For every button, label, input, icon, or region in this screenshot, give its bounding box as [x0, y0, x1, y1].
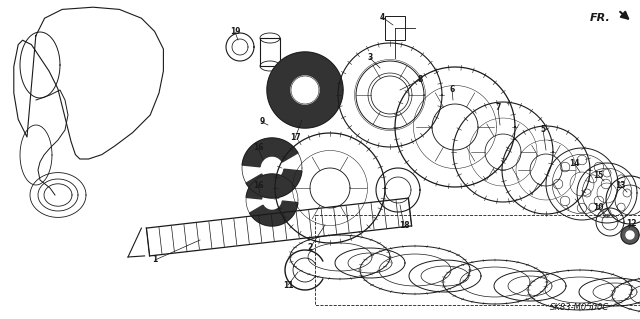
Text: 19: 19	[230, 27, 240, 36]
Polygon shape	[291, 76, 319, 104]
Bar	[260, 38, 280, 66]
Text: 3: 3	[367, 54, 372, 63]
Text: 11: 11	[283, 280, 293, 290]
Polygon shape	[250, 201, 298, 226]
Polygon shape	[267, 52, 343, 128]
Text: 10: 10	[593, 204, 604, 212]
Text: 1: 1	[152, 256, 157, 264]
Text: 5: 5	[540, 125, 545, 135]
Polygon shape	[242, 138, 298, 167]
Text: 18: 18	[399, 220, 410, 229]
Polygon shape	[246, 169, 302, 198]
Text: 12: 12	[626, 219, 636, 228]
Polygon shape	[246, 174, 294, 199]
Text: 17: 17	[290, 133, 300, 143]
Text: 14: 14	[569, 159, 579, 167]
Text: 7: 7	[495, 103, 500, 113]
Text: 6: 6	[449, 85, 454, 94]
Text: 2: 2	[307, 243, 312, 253]
Text: SK83-M0500C: SK83-M0500C	[550, 303, 610, 313]
Text: 4: 4	[380, 12, 385, 21]
Text: FR.: FR.	[590, 13, 611, 23]
Bar	[385, 16, 405, 40]
Text: 13: 13	[615, 181, 625, 189]
Text: 9: 9	[259, 117, 264, 127]
Text: 15: 15	[593, 170, 603, 180]
Text: 16: 16	[253, 181, 263, 189]
Text: 8: 8	[417, 76, 422, 85]
Polygon shape	[626, 231, 634, 239]
Text: 16: 16	[253, 144, 263, 152]
Polygon shape	[621, 226, 639, 244]
